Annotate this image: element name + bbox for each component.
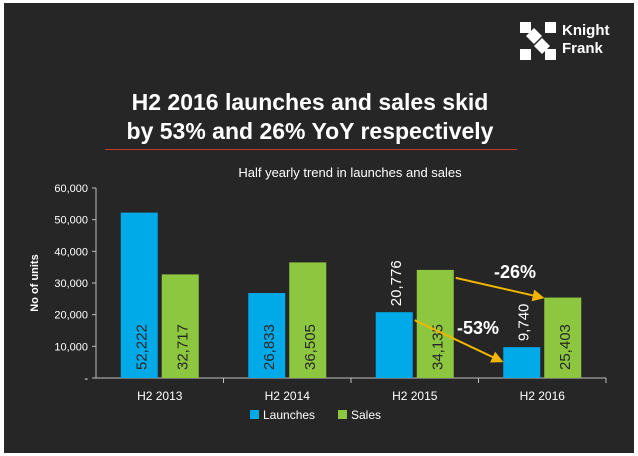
legend-label-sales: Sales <box>351 408 381 422</box>
y-tick-label: 10,000 <box>54 341 88 353</box>
annotation-label: -53% <box>457 318 499 338</box>
legend-swatch-launches <box>250 410 259 419</box>
x-tick-label: H2 2016 <box>520 389 566 403</box>
logo-line-1: Knight <box>562 22 610 39</box>
data-label-sales: 25,403 <box>557 324 574 370</box>
headline-underline <box>105 149 517 150</box>
headline-line-1: H2 2016 launches and sales skid <box>131 89 489 115</box>
y-tick-label: 40,000 <box>54 246 88 258</box>
annotation-arrow <box>414 319 504 363</box>
data-label-sales: 32,717 <box>174 324 191 370</box>
data-label-launches: 52,222 <box>133 324 150 370</box>
x-tick-label: H2 2014 <box>265 389 311 403</box>
y-tick-label: 60,000 <box>54 183 88 195</box>
knight-frank-logo: Knight Frank <box>520 22 612 66</box>
bar-launches <box>375 312 413 378</box>
data-label-sales: 34,135 <box>429 324 446 370</box>
bar-launches <box>503 347 541 378</box>
data-label-launches: 26,833 <box>261 324 278 370</box>
knight-frank-logo-text: Knight Frank <box>562 22 609 58</box>
data-label-launches: 20,776 <box>388 260 405 306</box>
y-tick-label: - <box>84 373 88 385</box>
chart-title: Half yearly trend in launches and sales <box>238 165 462 180</box>
bar-sales <box>161 274 199 378</box>
headline-line-2: by 53% and 26% YoY respectively <box>126 118 494 144</box>
bar-sales <box>289 262 327 378</box>
y-tick-label: 20,000 <box>54 310 88 322</box>
bar-launches <box>120 212 158 378</box>
legend-swatch-sales <box>338 410 347 419</box>
data-label-sales: 36,505 <box>302 324 319 370</box>
knight-frank-logo-mark <box>520 22 556 60</box>
logo-line-2: Frank <box>562 40 603 57</box>
x-tick-label: H2 2013 <box>137 389 183 403</box>
y-tick-label: 50,000 <box>54 215 88 227</box>
y-tick-label: 30,000 <box>54 278 88 290</box>
slide-headline: H2 2016 launches and sales skid by 53% a… <box>90 88 530 146</box>
data-label-launches: 9,740 <box>516 304 533 342</box>
annotation-label: -26% <box>494 262 536 282</box>
bar-sales <box>544 297 582 378</box>
x-tick-label: H2 2015 <box>392 389 438 403</box>
legend-label-launches: Launches <box>263 408 315 422</box>
annotation-arrow <box>455 276 545 302</box>
bar-launches <box>248 293 286 378</box>
y-axis-title: No of units <box>29 254 41 311</box>
